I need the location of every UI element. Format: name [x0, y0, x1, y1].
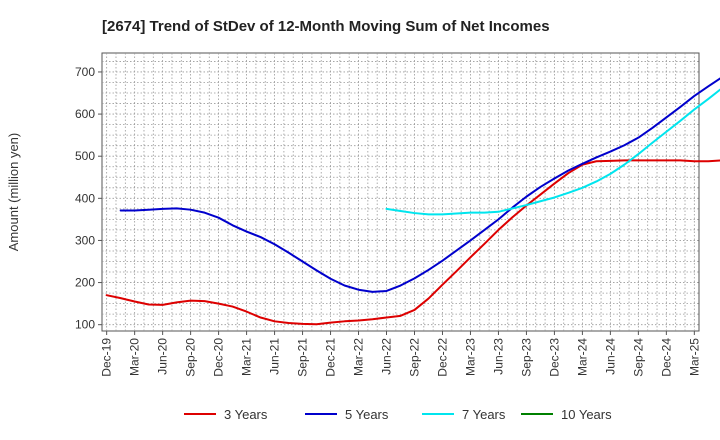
y-axis: 100 200 300 400 500 600 700 [75, 65, 102, 332]
x-tick-label: Jun-20 [156, 338, 170, 375]
x-tick-label: Dec-23 [547, 338, 561, 377]
x-tick-label: Sep-21 [296, 338, 310, 377]
y-tick-label: 300 [75, 233, 95, 247]
x-tick-label: Sep-23 [519, 338, 533, 377]
y-tick-label: 700 [75, 65, 95, 79]
y-tick-label: 200 [75, 276, 95, 290]
chart-title: [2674] Trend of StDev of 12-Month Moving… [102, 18, 550, 35]
x-tick-label: Sep-20 [184, 338, 198, 377]
y-tick-label: 400 [75, 191, 95, 205]
legend-item-10-years: 10 Years [521, 407, 612, 422]
x-tick-label: Mar-23 [463, 338, 477, 376]
y-tick-label: 500 [75, 149, 95, 163]
x-tick-label: Mar-22 [352, 338, 366, 376]
legend-label: 5 Years [345, 407, 389, 422]
x-tick-label: Jun-23 [491, 338, 505, 375]
series-layer [105, 77, 720, 326]
legend-label: 7 Years [462, 407, 506, 422]
legend-item-3-years: 3 Years [184, 407, 268, 422]
x-tick-label: Sep-24 [631, 338, 645, 377]
x-tick-label: Dec-21 [324, 338, 338, 377]
y-tick-label: 600 [75, 107, 95, 121]
x-axis: Dec-19 Mar-20 Jun-20 Sep-20 Dec-20 Mar-21 Jun-… [100, 331, 701, 377]
series-line-5-years [119, 77, 720, 293]
y-axis-label: Amount (million yen) [6, 133, 21, 252]
x-tick-label: Dec-19 [100, 338, 114, 377]
legend-item-5-years: 5 Years [305, 407, 389, 422]
x-tick-label: Jun-24 [603, 338, 617, 375]
legend-label: 3 Years [224, 407, 268, 422]
x-tick-label: Mar-25 [687, 338, 701, 376]
legend-label: 10 Years [561, 407, 612, 422]
legend-item-7-years: 7 Years [422, 407, 506, 422]
y-tick-label: 100 [75, 318, 95, 332]
series-line-3-years [105, 159, 720, 326]
x-tick-label: Mar-20 [128, 338, 142, 376]
x-tick-label: Jun-21 [268, 338, 282, 375]
x-tick-label: Mar-21 [240, 338, 254, 376]
plot-frame [101, 52, 700, 332]
grid-layer [102, 53, 699, 331]
x-tick-label: Dec-24 [659, 338, 673, 377]
series-line-7-years [385, 88, 720, 216]
legend: 3 Years 5 Years 7 Years 10 Years [184, 407, 612, 422]
x-tick-label: Dec-22 [435, 338, 449, 377]
x-tick-label: Dec-20 [212, 338, 226, 377]
plot-area [101, 52, 720, 332]
x-tick-label: Sep-22 [407, 338, 421, 377]
x-tick-label: Jun-22 [380, 338, 394, 375]
x-tick-label: Mar-24 [575, 338, 589, 376]
